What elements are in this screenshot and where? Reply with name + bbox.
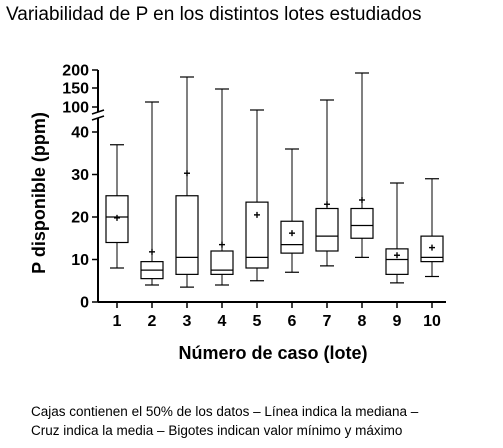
box-case-8 [350,72,374,258]
y-tick-label: 40 [71,125,89,142]
box-case-9 [385,182,409,284]
x-tick-label: 8 [358,313,367,330]
box-iqr [245,201,269,269]
box-case-10 [420,178,444,278]
box-case-5 [245,109,269,282]
x-tick-label: 5 [253,313,262,330]
x-axis-ticks: 1 2 3 4 5 6 7 8 9 10 [113,302,441,330]
box-case-6 [280,148,304,273]
x-tick-label: 9 [393,313,402,330]
y-tick-label: 0 [80,295,89,312]
box-iqr [280,220,304,254]
y-tick-label: 150 [62,81,89,98]
y-tick-label: 200 [62,63,89,80]
x-tick-label: 4 [218,313,227,330]
caption-line-1: Cajas contienen el 50% de los datos – Lí… [31,404,419,419]
box-iqr [385,248,409,275]
box-case-4 [210,88,234,286]
x-tick-label: 10 [423,313,441,330]
box-iqr [175,195,199,275]
x-tick-label: 7 [323,313,332,330]
boxes [105,72,444,288]
x-tick-label: 6 [288,313,297,330]
x-tick-label: 3 [183,313,192,330]
axis-break-mark [91,109,105,115]
box-case-7 [315,99,339,267]
box-case-2 [140,101,164,286]
chart-caption: Cajas contienen el 50% de los datos – Lí… [31,402,418,440]
y-tick-label: 30 [71,167,89,184]
caption-line-2: Cruz indica la media – Bigotes indican v… [31,423,403,438]
box-iqr [210,250,234,275]
box-case-1 [105,144,129,269]
y-tick-label: 20 [71,210,89,227]
x-axis-label: Número de caso (lote) [178,343,367,363]
x-tick-label: 1 [113,313,122,330]
chart-title: Variabilidad de P en los distintos lotes… [6,4,422,25]
box-case-3 [175,76,199,288]
box-iqr [350,207,374,239]
axis-break-mark [91,115,105,121]
box-iqr [315,207,339,252]
x-tick-label: 2 [148,313,157,330]
y-tick-label: 10 [71,252,89,269]
y-axis-label: P disponible (ppm) [29,112,49,274]
y-tick-label: 100 [62,100,89,117]
axes [91,70,446,303]
